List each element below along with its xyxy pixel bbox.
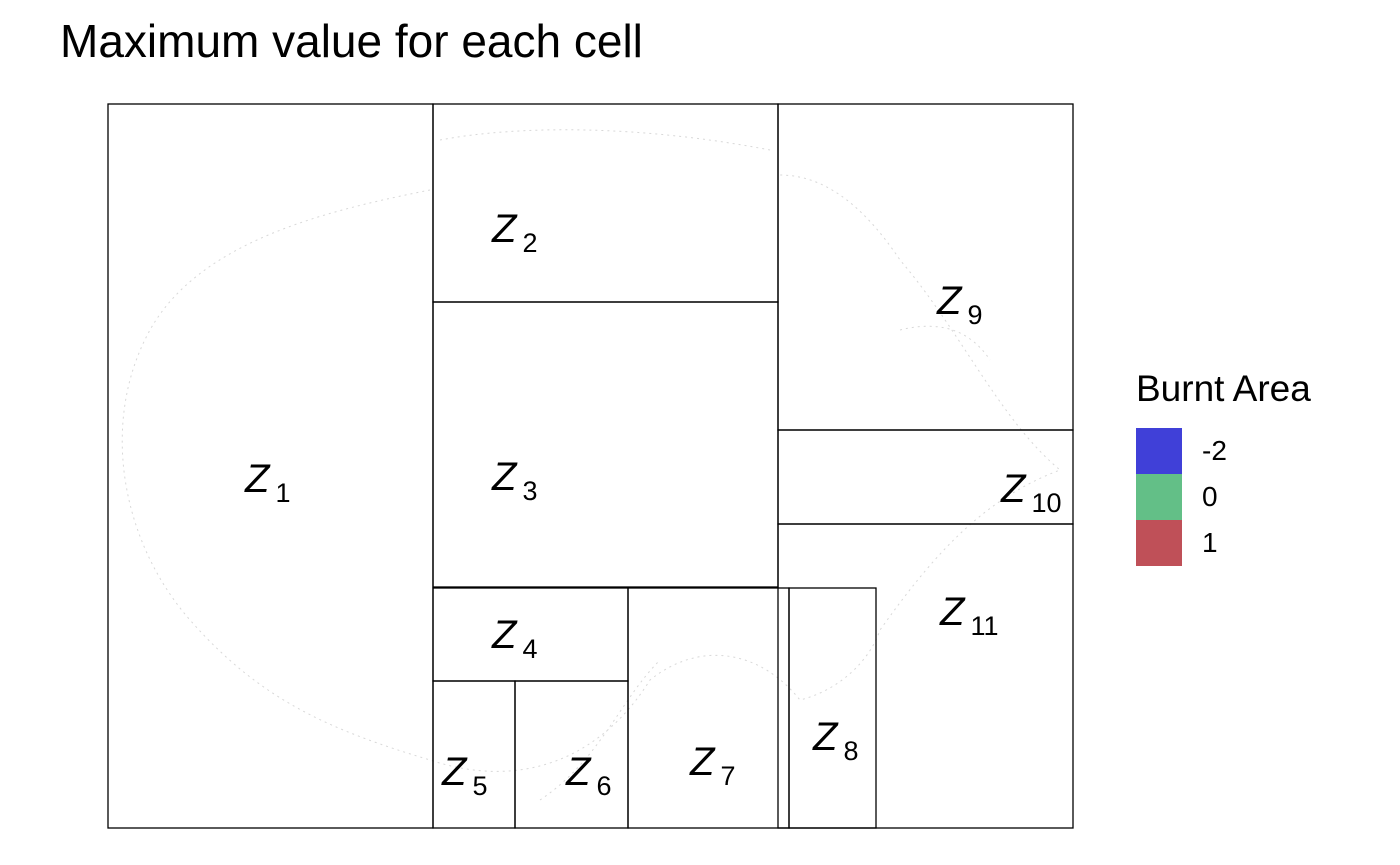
cell-label-letter: Z [812,715,839,759]
cell-layer [107,103,1074,829]
legend-label: 1 [1202,527,1218,558]
cell-z9 [777,103,1074,431]
basemap-outline [121,174,1061,772]
cell-label-subscript: 9 [967,300,982,330]
legend-swatch [1136,428,1182,474]
cell-z8 [788,587,877,829]
cell-z1 [107,103,434,829]
legend-entry: -2 [1136,428,1311,474]
legend-title: Burnt Area [1136,368,1311,409]
cell-label-subscript: 4 [522,634,537,664]
label-layer: Z 1Z 2Z 3Z 4Z 5 Z 6Z 7Z 8Z 9Z 10Z 11 [244,207,1061,801]
cell-label-z11: Z 11 [939,590,998,641]
legend-swatch [1136,520,1182,566]
cell-label-subscript: 8 [843,736,858,766]
legend-entry: 0 [1136,474,1311,520]
cell-z11 [777,523,1074,829]
cell-label-subscript: 1 [275,478,290,508]
cell-z2 [432,103,779,303]
cell-z10 [777,429,1074,525]
faint-basemap [121,129,1061,801]
cell-label-letter: Z [441,750,468,794]
chart-title: Maximum value for each cell [60,15,643,67]
legend-label: -2 [1202,435,1227,466]
cell-label-letter: Z [689,740,716,784]
basemap-inner [439,129,991,801]
cell-label-letter: Z [565,750,592,794]
cell-label-subscript: 7 [720,761,735,791]
cell-label-letter: Z [491,455,518,499]
cell-label-subscript: 2 [522,228,537,258]
cell-z7 [627,587,790,829]
cell-label-letter: Z [491,613,518,657]
cell-label-subscript: 6 [596,771,611,801]
cell-label-letter: Z [491,207,518,251]
cell-label-z10: Z 10 [1000,467,1061,518]
cell-label-subscript: 5 [472,771,487,801]
cell-label-letter: Z [939,590,966,634]
legend-entry: 1 [1136,520,1311,566]
cell-label-subscript: 11 [970,611,998,641]
legend-label: 0 [1202,481,1218,512]
cell-z3 [432,301,779,588]
cell-label-subscript: 10 [1031,488,1061,518]
cell-label-subscript: 3 [522,476,537,506]
legend-swatch [1136,474,1182,520]
cell-label-letter: Z [244,457,271,501]
cell-label-letter: Z [936,279,963,323]
legend: Burnt Area -2 0 1 [1136,368,1311,566]
cell-label-letter: Z [1000,467,1027,511]
